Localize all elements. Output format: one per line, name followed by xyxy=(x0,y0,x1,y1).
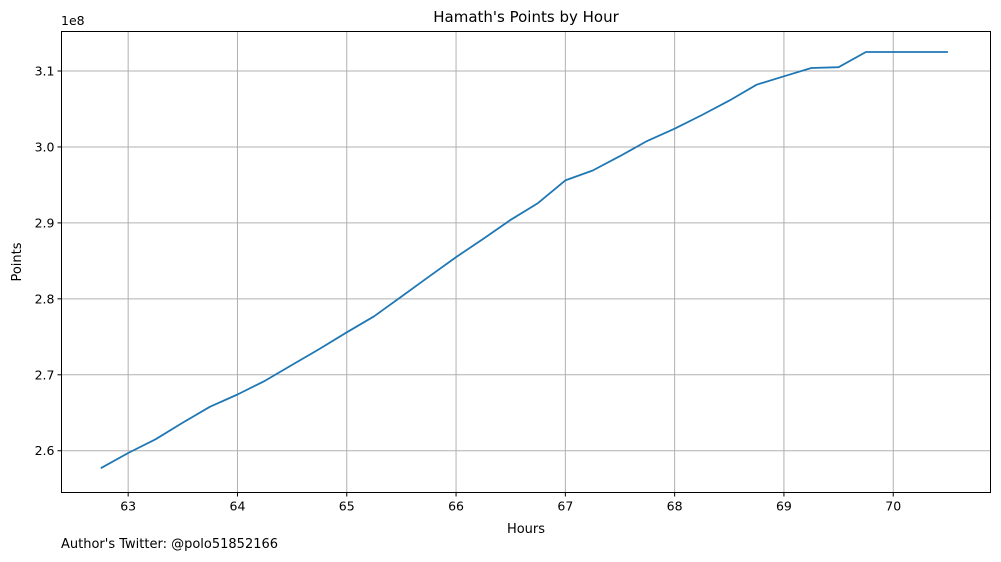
plot-frame xyxy=(61,31,991,493)
x-tick-label: 70 xyxy=(885,499,901,514)
series-layer xyxy=(100,51,948,469)
x-tick-label: 66 xyxy=(448,499,464,514)
footer-credit: Author's Twitter: @polo51852166 xyxy=(61,537,279,552)
y-tick-label: 3.0 xyxy=(35,139,55,154)
x-axis-label: Hours xyxy=(507,522,545,537)
y-tick-label: 2.6 xyxy=(35,443,55,458)
grid xyxy=(61,31,991,493)
y-tick-label: 2.8 xyxy=(35,291,55,306)
axis-ticks: 63 64 65 66 67 68 69 70 2.6 2.7 2.8 2.9 3.0 3.1 xyxy=(35,63,902,513)
x-tick-label: 68 xyxy=(667,499,683,514)
chart-title: Hamath's Points by Hour xyxy=(433,8,619,26)
x-tick-label: 69 xyxy=(776,499,792,514)
y-offset-label: 1e8 xyxy=(61,13,85,28)
y-tick-label: 2.9 xyxy=(35,215,55,230)
series-line xyxy=(100,51,948,469)
x-tick-label: 63 xyxy=(120,499,136,514)
y-tick-label: 2.7 xyxy=(35,367,55,382)
x-tick-label: 67 xyxy=(557,499,573,514)
x-tick-label: 65 xyxy=(339,499,355,514)
x-tick-label: 64 xyxy=(230,499,246,514)
y-tick-label: 3.1 xyxy=(35,63,55,78)
y-axis-label: Points xyxy=(10,242,25,281)
